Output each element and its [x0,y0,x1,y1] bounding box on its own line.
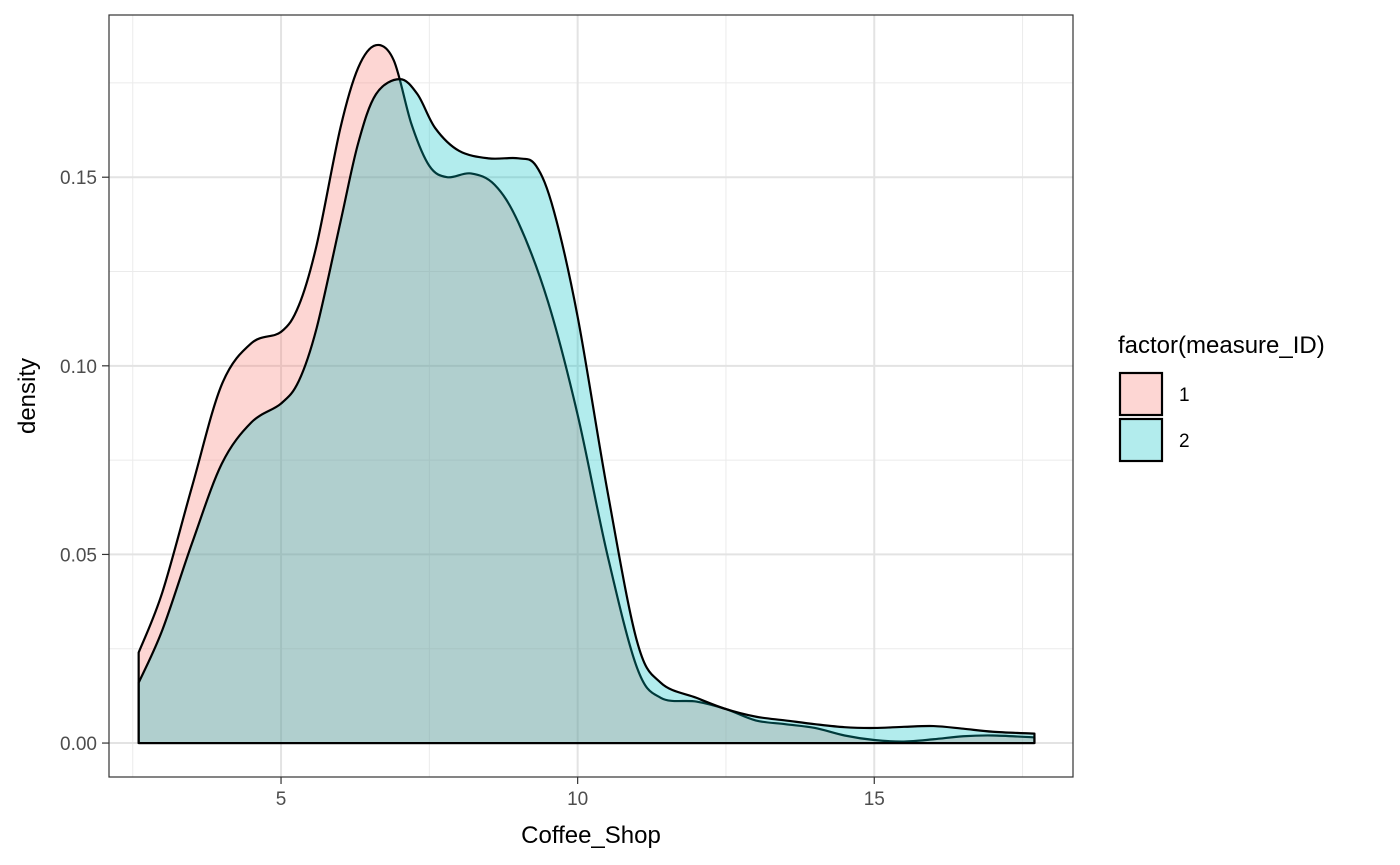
y-tick-label: 0.00 [60,734,97,755]
y-tick-label: 0.05 [60,545,97,566]
x-axis: 5 10 15 [276,777,885,810]
y-tick-label: 0.10 [60,357,97,378]
legend-label: 2 [1179,431,1190,452]
x-tick-label: 15 [864,789,885,810]
legend-key-swatch [1118,417,1164,463]
legend-entries: 12 [1118,371,1190,463]
panel-border [108,14,1074,778]
legend-key-bg [1120,419,1162,461]
legend-label: 1 [1179,385,1190,406]
legend-key-bg [1120,373,1162,415]
x-axis-title: Coffee_Shop [521,822,661,849]
x-tick-label: 5 [276,789,287,810]
legend-key-swatch [1118,371,1164,417]
density-area-series-2 [137,78,1036,745]
x-tick-label: 10 [567,789,588,810]
plot-panel [108,14,1074,778]
density-areas [137,43,1036,745]
legend-title: factor(measure_ID) [1118,332,1325,359]
y-axis-title: density [14,358,41,434]
legend: factor(measure_ID) 12 [1118,332,1325,463]
y-tick-label: 0.15 [60,168,97,189]
density-area-series-1 [137,43,1036,745]
minor-gridlines [109,15,1073,777]
y-axis: 0.00 0.05 0.10 0.15 [60,168,109,755]
